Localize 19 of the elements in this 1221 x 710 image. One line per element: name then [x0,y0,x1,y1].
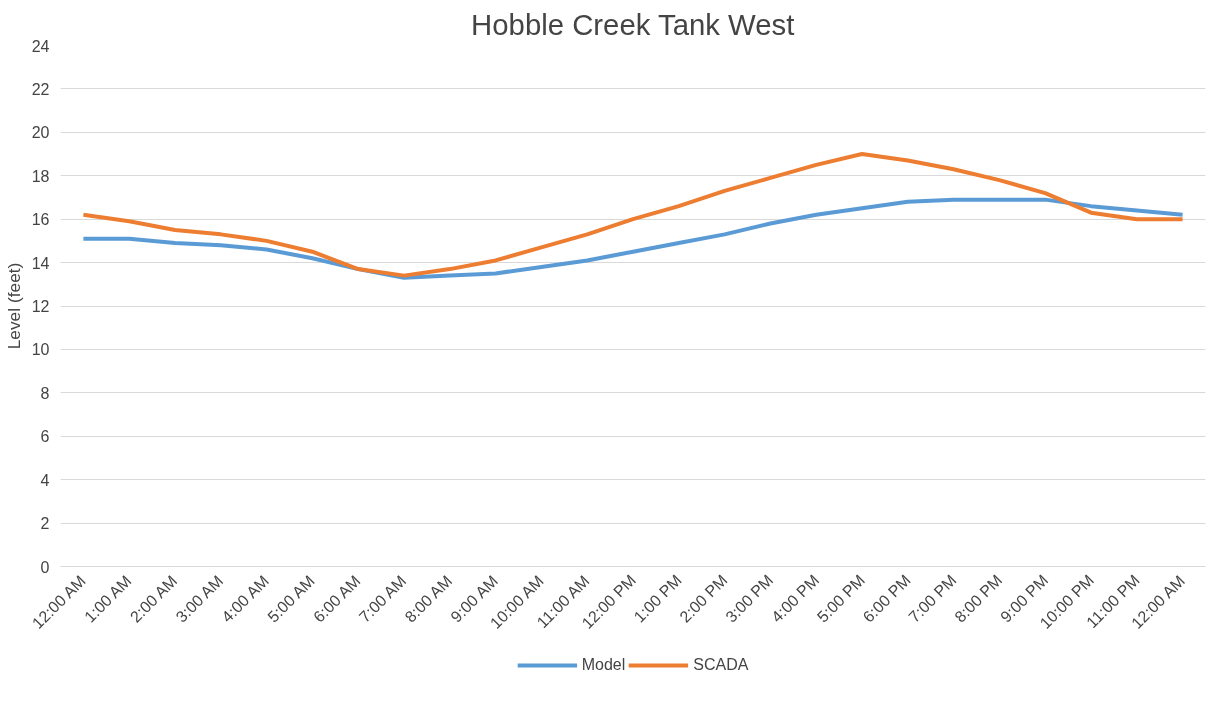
y-tick-label: 6 [40,428,50,446]
y-tick-label: 22 [31,80,50,98]
y-axis-title: Level (feet) [3,262,24,350]
y-tick-label: 14 [31,254,50,272]
y-tick-label: 18 [31,167,50,185]
line-series [81,197,1185,280]
y-tick-label: 10 [31,341,50,359]
chart-title: Hobble Creek Tank West [471,7,795,41]
legend-label: Model [581,656,626,674]
line-series [81,152,1185,278]
y-tick-label: 0 [40,558,50,576]
legend-label: SCADA [693,656,749,674]
y-tick-label: 16 [31,211,50,229]
y-tick-label: 4 [40,471,50,489]
y-tick-label: 2 [40,515,50,533]
y-tick-label: 12 [31,298,50,315]
y-tick-label: 8 [40,384,50,402]
y-tick-label: 24 [31,37,50,55]
y-tick-label: 20 [31,124,50,142]
